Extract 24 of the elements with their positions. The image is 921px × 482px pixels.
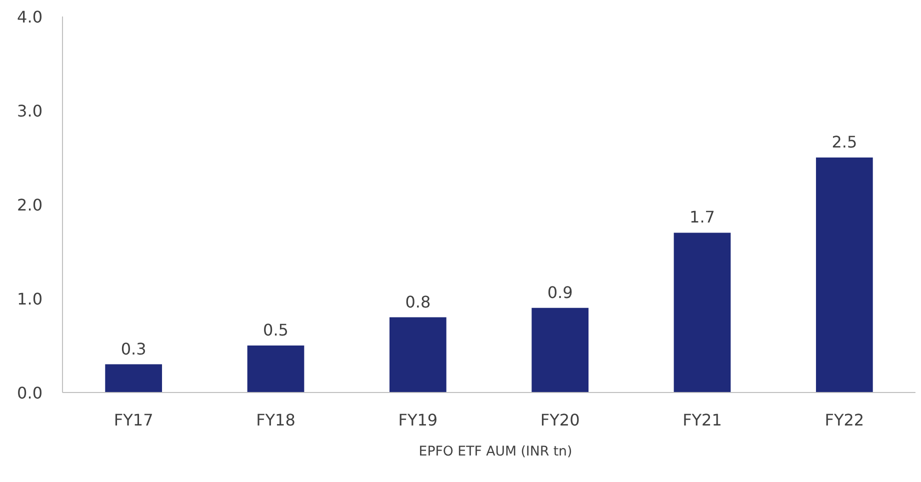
- data-label: 0.3: [120, 339, 146, 358]
- x-tick-label: FY22: [824, 410, 864, 430]
- bar: [532, 308, 589, 392]
- text: EPFO ETF AUM (INR tn): [418, 444, 572, 460]
- bar: [674, 232, 731, 392]
- data-label: 2.5: [832, 132, 858, 152]
- data-label: 1.7: [690, 208, 715, 227]
- y-tick-label: 3.0: [17, 102, 43, 120]
- data-label: 0.8: [405, 292, 431, 312]
- bar: [105, 364, 162, 392]
- y-tick-label: 0.0: [17, 384, 43, 402]
- x-tick-label: FY17: [114, 410, 154, 430]
- bar: [389, 317, 446, 392]
- bar: [816, 158, 873, 392]
- data-label: 0.5: [263, 320, 288, 340]
- data-label: 0.9: [547, 282, 573, 302]
- y-tick-label: 1.0: [17, 290, 43, 308]
- x-tick-label: FY19: [398, 410, 438, 430]
- bar: [247, 346, 304, 392]
- y-tick-label: 2.0: [17, 196, 43, 214]
- y-tick-label: 4.0: [17, 8, 43, 26]
- x-tick-label: FY20: [540, 410, 580, 430]
- x-tick-label: FY21: [682, 410, 722, 430]
- x-tick-label: FY18: [256, 410, 296, 430]
